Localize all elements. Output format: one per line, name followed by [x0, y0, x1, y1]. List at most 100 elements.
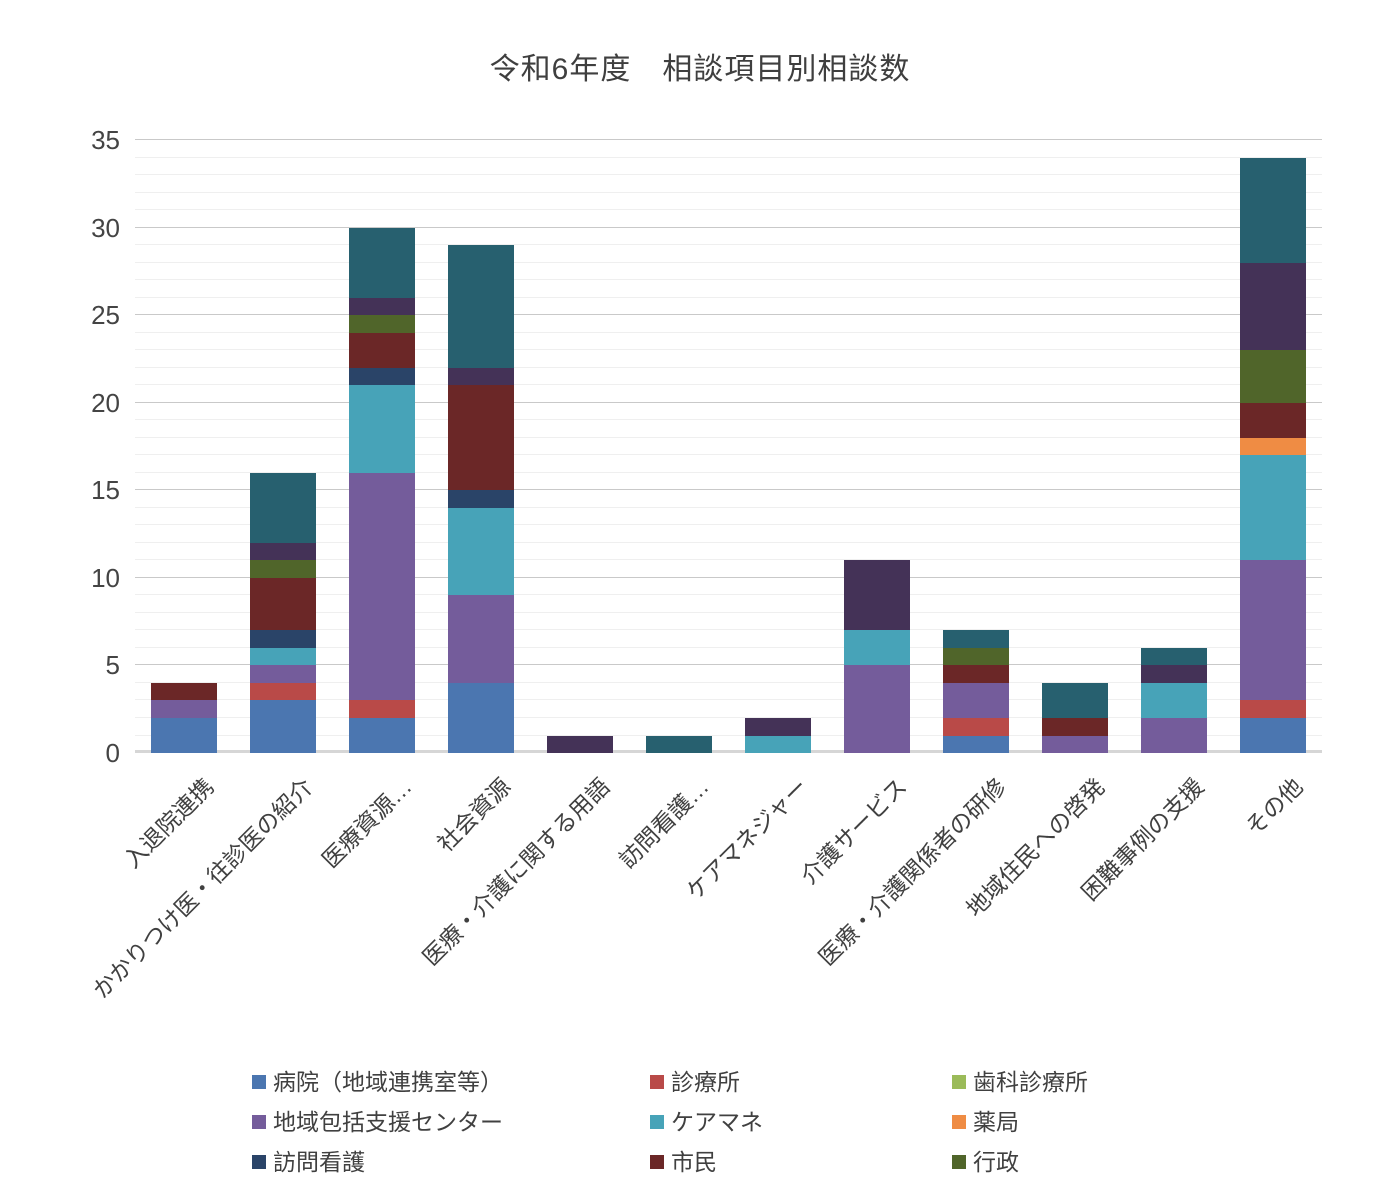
bar-segment — [1041, 735, 1108, 753]
minor-gridline — [135, 156, 1322, 158]
bar-医療・介護関係者の研修 — [942, 140, 1009, 753]
legend-item: 地域包括支援センター — [252, 1108, 650, 1135]
bar-入退院連携 — [151, 140, 218, 753]
minor-gridline — [135, 559, 1322, 561]
legend-item: 訪問看護 — [252, 1148, 650, 1175]
legend: 病院（地域連携室等） 診療所 歯科診療所 地域包括支援センター ケアマネ 薬局 訪問看護 市民… — [252, 1062, 1272, 1182]
legend-label: 病院（地域連携室等） — [273, 1068, 503, 1095]
bar-segment — [250, 647, 317, 666]
bar-segment — [151, 700, 218, 718]
bar-segment — [1239, 350, 1306, 403]
bar-segment — [250, 542, 317, 561]
bar-segment — [942, 665, 1009, 683]
minor-gridline — [135, 419, 1322, 421]
legend-label: 市民 — [671, 1148, 717, 1175]
bar-かかりつけ医・往診医の紹介 — [250, 140, 317, 753]
bar-segment — [942, 718, 1009, 736]
bar-segment — [448, 385, 515, 491]
bar-segment — [547, 735, 614, 753]
bar-segment — [1239, 157, 1306, 263]
y-axis-tick-label: 20 — [91, 387, 120, 418]
bar-segment — [1239, 455, 1306, 561]
legend-label: 地域包括支援センター — [273, 1108, 503, 1135]
legend-swatch-icon — [650, 1075, 664, 1089]
minor-gridline — [135, 366, 1322, 368]
legend-item: 行政 — [952, 1148, 1272, 1175]
bar-segment — [1239, 262, 1306, 351]
minor-gridline — [135, 699, 1322, 701]
legend-label: 訪問看護 — [273, 1148, 365, 1175]
bar-segment — [349, 297, 416, 316]
bar-segment — [1239, 717, 1306, 753]
bar-segment — [349, 227, 416, 298]
minor-gridline — [135, 244, 1322, 246]
bar-segment — [250, 472, 317, 543]
legend-swatch-icon — [252, 1115, 266, 1129]
bar-segment — [250, 630, 317, 648]
legend-swatch-icon — [650, 1155, 664, 1169]
bar-segment — [942, 735, 1009, 753]
y-axis-tick-label: 15 — [91, 475, 120, 506]
x-axis-category-label: 社会資源 — [432, 773, 516, 857]
bar-segment — [1239, 437, 1306, 456]
legend-swatch-icon — [952, 1075, 966, 1089]
legend-label: 歯科診療所 — [973, 1068, 1088, 1095]
bar-segment — [349, 367, 416, 386]
y-axis-tick-label: 5 — [105, 650, 120, 681]
bar-segment — [1239, 560, 1306, 701]
x-axis-category-label: 医療・介護関係者の研修 — [813, 773, 1011, 971]
bar-社会資源 — [448, 140, 515, 753]
bar-segment — [349, 385, 416, 473]
minor-gridline — [135, 454, 1322, 456]
bar-segment — [448, 245, 515, 368]
major-gridline — [135, 314, 1322, 316]
legend-item: 歯科診療所 — [952, 1068, 1272, 1095]
y-axis-tick-label: 0 — [105, 738, 120, 768]
bar-segment — [646, 735, 713, 753]
bar-segment — [250, 577, 317, 631]
bar-segment — [349, 717, 416, 753]
minor-gridline — [135, 261, 1322, 263]
bar-segment — [250, 700, 317, 753]
bar-segment — [1041, 718, 1108, 736]
legend-label: 行政 — [973, 1148, 1019, 1175]
legend-swatch-icon — [952, 1115, 966, 1129]
minor-gridline — [135, 174, 1322, 176]
minor-gridline — [135, 209, 1322, 211]
bar-segment — [1140, 665, 1207, 683]
y-axis-tick-label: 25 — [91, 300, 120, 331]
legend-item: 診療所 — [650, 1068, 952, 1095]
major-gridline — [135, 750, 1322, 753]
x-axis-category-label: 医療資源… — [317, 773, 417, 873]
bar-segment — [448, 682, 515, 753]
chart-title: 令和6年度 相談項目別相談数 — [489, 53, 911, 86]
minor-gridline — [135, 331, 1322, 333]
legend-swatch-icon — [650, 1115, 664, 1129]
legend-item: ケアマネ — [650, 1108, 952, 1135]
bar-segment — [843, 630, 910, 666]
minor-gridline — [135, 681, 1322, 683]
legend-swatch-icon — [252, 1155, 266, 1169]
y-axis-tick-label: 10 — [91, 562, 120, 593]
bar-segment — [744, 718, 811, 736]
major-gridline — [135, 401, 1322, 403]
legend-label: 診療所 — [671, 1068, 740, 1095]
bar-segment — [942, 647, 1009, 666]
bar-segment — [349, 700, 416, 718]
legend-item: 病院（地域連携室等） — [252, 1068, 650, 1095]
bar-segment — [349, 332, 416, 368]
legend-item: 市民 — [650, 1148, 952, 1175]
major-gridline — [135, 489, 1322, 491]
bar-医療・介護に関する用語 — [547, 140, 614, 753]
minor-gridline — [135, 191, 1322, 193]
legend-label: ケアマネ — [671, 1108, 763, 1135]
bar-困難事例の支援 — [1140, 140, 1207, 753]
major-gridline — [135, 139, 1322, 140]
minor-gridline — [135, 646, 1322, 648]
y-axis-tick-label: 30 — [91, 212, 120, 243]
major-gridline — [135, 226, 1322, 228]
minor-gridline — [135, 524, 1322, 526]
bar-その他 — [1239, 140, 1306, 753]
bar-segment — [151, 682, 218, 701]
minor-gridline — [135, 716, 1322, 718]
